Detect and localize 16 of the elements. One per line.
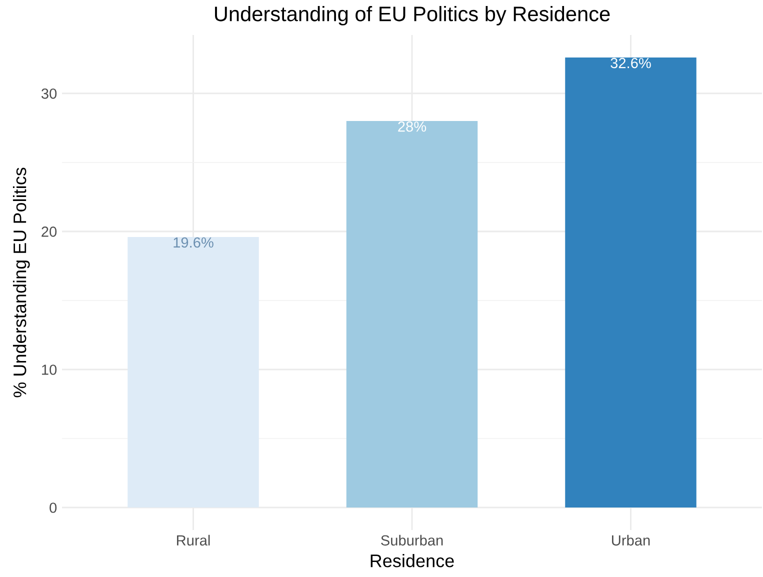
bar <box>346 120 478 508</box>
x-axis-title: Residence <box>370 554 454 568</box>
x-tick-label: Rural <box>177 534 210 546</box>
data-label: 28% <box>398 121 426 132</box>
y-tick-label: 10 <box>42 364 57 375</box>
y-tick-label: 30 <box>41 88 57 99</box>
y-axis-title: % Understanding EU Politics <box>12 168 30 398</box>
bar <box>128 236 259 508</box>
bar <box>565 58 696 508</box>
y-tick-label: 20 <box>42 226 57 237</box>
data-label: 19.6% <box>174 237 214 248</box>
x-tick-label: Urban <box>612 534 650 546</box>
x-tick-label: Suburban <box>381 534 443 546</box>
chart-title: Understanding of EU Politics by Residence <box>215 6 610 26</box>
y-tick-label: 0 <box>50 502 57 513</box>
data-label: 32.6% <box>610 58 651 68</box>
